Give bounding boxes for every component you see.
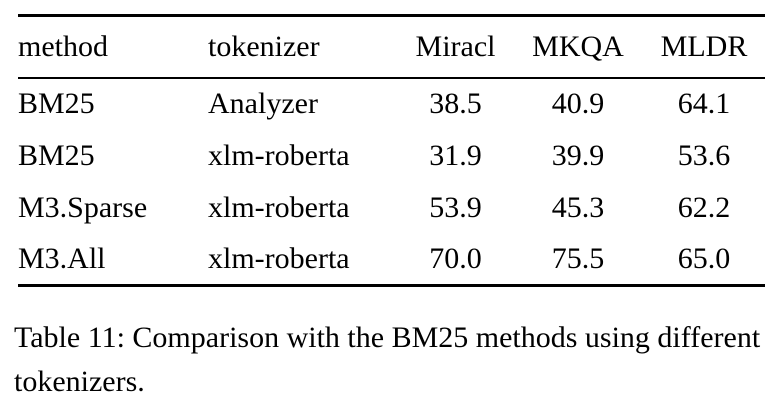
results-table: method tokenizer Miracl MKQA MLDR BM25 An… — [18, 14, 765, 287]
cell-miracl: 70.0 — [429, 241, 482, 275]
column-header-tokenizer: tokenizer — [208, 15, 398, 79]
cell-mldr: 53.6 — [677, 138, 731, 172]
table-body: BM25 Analyzer 38.5 40.9 64.1 BM25 xlm-roberta 3… — [18, 78, 765, 286]
cell-tokenizer: Analyzer — [208, 87, 318, 120]
cell-method: BM25 — [18, 87, 95, 120]
cell-tokenizer: xlm-roberta — [208, 241, 350, 275]
paper-table-figure: method tokenizer Miracl MKQA MLDR BM25 An… — [0, 14, 778, 406]
table-row: M3.Sparse xlm-roberta 53.9 45.3 62.2 — [18, 182, 765, 234]
cell-mkqa: 45.3 — [551, 190, 605, 224]
column-header-mldr: MLDR — [643, 15, 765, 79]
cell-mldr: 62.2 — [677, 190, 731, 224]
table-row: M3.All xlm-roberta 70.0 75.5 65.0 — [18, 234, 765, 286]
cell-method: BM25 — [18, 138, 95, 172]
cell-mkqa: 75.5 — [551, 241, 605, 275]
table-row: BM25 xlm-roberta 31.9 39.9 53.6 — [18, 130, 765, 182]
column-header-method: method — [18, 15, 208, 79]
cell-miracl: 53.9 — [429, 190, 482, 224]
cell-method: M3.Sparse — [18, 190, 148, 224]
cell-mldr: 64.1 — [677, 87, 731, 120]
cell-tokenizer: xlm-roberta — [208, 138, 350, 172]
column-header-miracl: Miracl — [398, 15, 513, 79]
cell-mldr: 65.0 — [677, 241, 731, 275]
cell-miracl: 38.5 — [429, 87, 482, 120]
cell-tokenizer: xlm-roberta — [208, 190, 350, 224]
table-header: method tokenizer Miracl MKQA MLDR — [18, 15, 765, 79]
header-row: method tokenizer Miracl MKQA MLDR — [18, 15, 765, 79]
cell-mkqa: 40.9 — [551, 87, 605, 120]
column-header-mkqa: MKQA — [513, 15, 643, 79]
cell-miracl: 31.9 — [429, 138, 482, 172]
table-caption: Table 11: Comparison with the BM25 metho… — [14, 321, 761, 398]
table-row: BM25 Analyzer 38.5 40.9 64.1 — [18, 78, 765, 130]
cell-method: M3.All — [18, 241, 106, 275]
cell-mkqa: 39.9 — [551, 138, 605, 172]
